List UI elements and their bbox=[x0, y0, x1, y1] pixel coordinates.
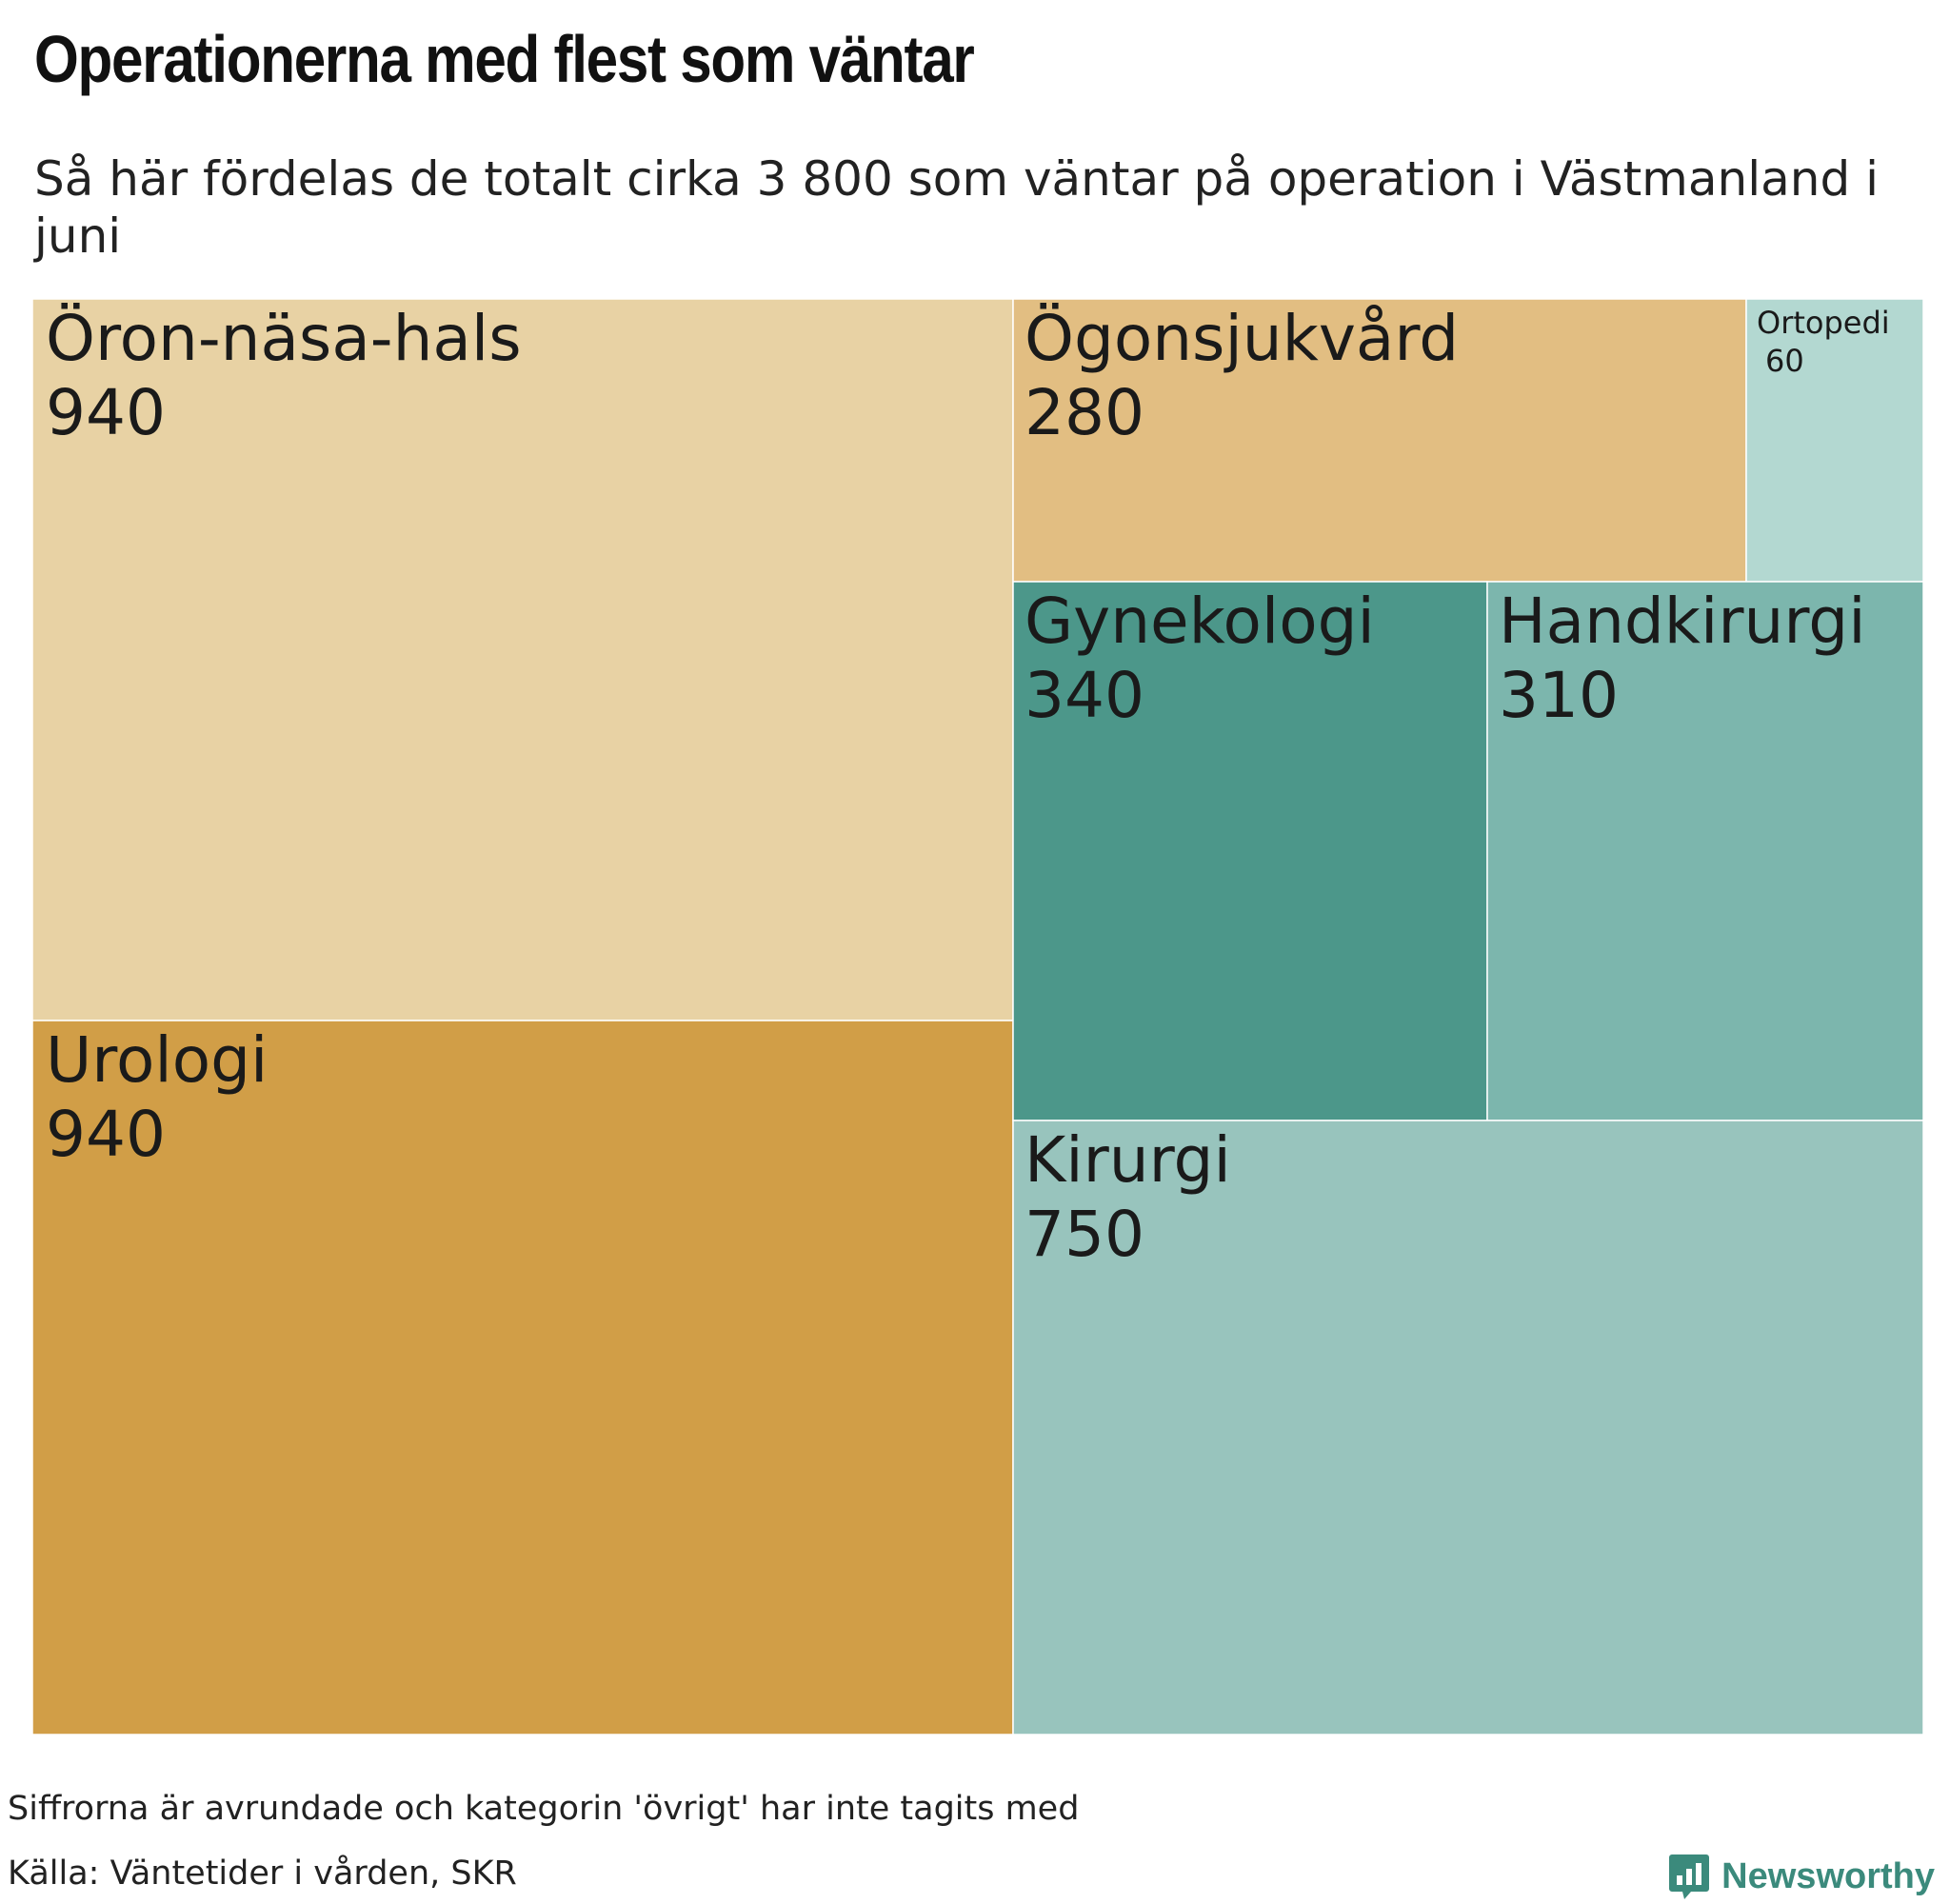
treemap-label-urologi: Urologi bbox=[46, 1023, 268, 1097]
treemap-value-urologi: 940 bbox=[46, 1098, 166, 1171]
treemap-label-oron-nasa-hals: Öron-näsa-hals bbox=[46, 302, 522, 375]
chart-title: Operationerna med flest som väntar bbox=[34, 22, 975, 96]
chart-subtitle: Så här fördelas de totalt cirka 3 800 so… bbox=[34, 151, 1879, 264]
treemap-value-kirurgi: 750 bbox=[1025, 1198, 1144, 1271]
treemap-value-gynekologi: 340 bbox=[1025, 659, 1144, 732]
treemap-value-oron-nasa-hals: 940 bbox=[46, 376, 166, 449]
treemap-value-handkirurgi: 310 bbox=[1499, 659, 1619, 732]
treemap-label-gynekologi: Gynekologi bbox=[1025, 585, 1375, 658]
treemap-rect-gynekologi bbox=[1012, 581, 1488, 1121]
treemap-rect-oron-nasa-hals bbox=[32, 299, 1014, 1021]
brand-name: Newsworthy bbox=[1721, 1855, 1935, 1896]
treemap-rect-ogonsjukvard bbox=[1012, 299, 1747, 583]
treemap-label-ogonsjukvard: Ögonsjukvård bbox=[1025, 302, 1459, 375]
bar-chart-speech-bubble-icon bbox=[1669, 1854, 1710, 1899]
footnote-rounding: Siffrorna är avrundade och kategorin 'öv… bbox=[8, 1790, 1080, 1828]
brand-logo: Newsworthy bbox=[1668, 1853, 1935, 1900]
treemap-value-ortopedi: 60 bbox=[1765, 343, 1804, 379]
treemap-chart: Öron-näsa-hals940Urologi940Ögonsjukvård2… bbox=[32, 299, 1923, 1735]
treemap-label-kirurgi: Kirurgi bbox=[1025, 1123, 1231, 1197]
treemap-value-ogonsjukvard: 280 bbox=[1025, 376, 1144, 449]
treemap-rect-urologi bbox=[32, 1020, 1014, 1735]
treemap-rect-handkirurgi bbox=[1486, 581, 1923, 1121]
treemap-rect-kirurgi bbox=[1012, 1120, 1923, 1735]
footnote-source: Källa: Väntetider i vården, SKR bbox=[8, 1854, 517, 1893]
treemap-label-handkirurgi: Handkirurgi bbox=[1499, 585, 1866, 658]
treemap-label-ortopedi: Ortopedi bbox=[1757, 305, 1890, 341]
treemap-rect-ortopedi bbox=[1745, 299, 1923, 583]
